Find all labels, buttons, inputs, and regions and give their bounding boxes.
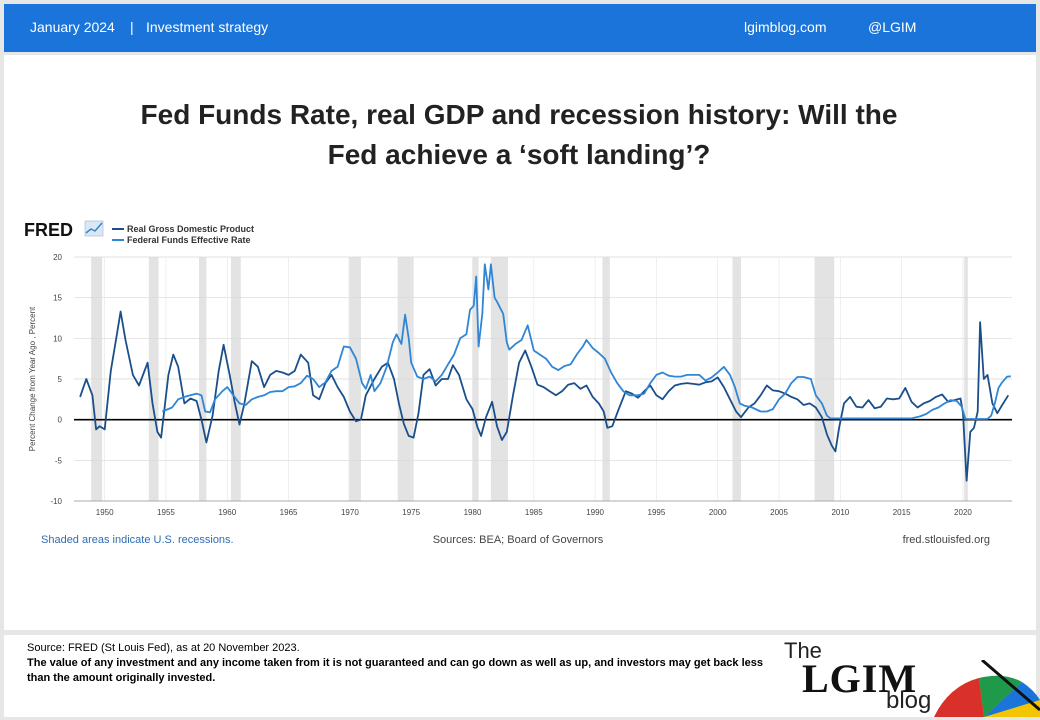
- logo-lgim-text: LGIM: [802, 656, 918, 701]
- source-note: Source: FRED (St Louis Fed), as at 20 No…: [27, 642, 300, 654]
- legend-label-gdp: Real Gross Domestic Product: [127, 224, 254, 234]
- x-tick-label: 1995: [648, 508, 666, 517]
- recession-note: Shaded areas indicate U.S. recessions.: [41, 534, 234, 546]
- x-tick-label: 2000: [709, 508, 727, 517]
- fred-brand-icon: [84, 220, 104, 237]
- x-tick-label: 1950: [96, 508, 114, 517]
- legend-label-ffr: Federal Funds Effective Rate: [127, 235, 251, 245]
- x-tick-label: 2010: [831, 508, 849, 517]
- disclaimer-text: The value of any investment and any inco…: [27, 657, 763, 684]
- slide-title-line2: Fed achieve a ‘soft landing’?: [327, 139, 711, 170]
- y-tick-label: 15: [53, 294, 62, 303]
- fred-url[interactable]: fred.stlouisfed.org: [903, 534, 990, 546]
- y-tick-label: 10: [53, 334, 62, 343]
- y-tick-label: 5: [58, 375, 63, 384]
- x-tick-label: 2020: [954, 508, 972, 517]
- header-category: Investment strategy: [146, 19, 269, 35]
- x-tick-label: 1970: [341, 508, 359, 517]
- header-site-link[interactable]: lgimblog.com: [744, 19, 827, 35]
- slide-title-line1: Fed Funds Rate, real GDP and recession h…: [140, 99, 898, 130]
- header-bar: January 2024 | Investment strategy lgimb…: [4, 4, 1036, 52]
- x-tick-label: 2015: [893, 508, 911, 517]
- x-tick-label: 1990: [586, 508, 604, 517]
- logo-blog-text: blog: [886, 687, 932, 714]
- ffr-series-line: [161, 263, 1011, 420]
- x-tick-label: 1965: [280, 508, 298, 517]
- header-twitter-handle[interactable]: @LGIM: [868, 19, 917, 35]
- chart-gridlines: [74, 256, 1012, 502]
- y-axis-label: Percent Change from Year Ago , Percent: [28, 306, 37, 451]
- y-tick-label: -5: [55, 456, 63, 465]
- x-tick-label: 1975: [402, 508, 420, 517]
- x-tick-label: 2005: [770, 508, 788, 517]
- chart-series: [79, 263, 1011, 482]
- umbrella-logo-icon: [934, 660, 1040, 717]
- slide-panel: Fed Funds Rate, real GDP and recession h…: [4, 55, 1036, 630]
- slide-title: Fed Funds Rate, real GDP and recession h…: [44, 95, 994, 175]
- x-tick-label: 1960: [218, 508, 236, 517]
- gdp-series-line: [79, 310, 1010, 482]
- x-tick-label: 1985: [525, 508, 543, 517]
- chart-axes: -10 -5 0 5 10 15 20 1950 1955 1960 1965 1970 1975 198…: [50, 253, 1012, 517]
- header-separator: |: [130, 19, 134, 35]
- x-tick-label: 1980: [464, 508, 482, 517]
- y-tick-label: 20: [53, 253, 62, 262]
- header-date: January 2024: [30, 19, 115, 35]
- footer-panel: Source: FRED (St Louis Fed), as at 20 No…: [4, 635, 1040, 717]
- fred-brand: FRED: [24, 220, 73, 240]
- logo-the-text: The: [784, 638, 822, 663]
- sources-note: Sources: BEA; Board of Governors: [433, 534, 604, 546]
- y-tick-label: 0: [58, 416, 63, 425]
- x-tick-label: 1955: [157, 508, 175, 517]
- y-tick-label: -10: [50, 497, 62, 506]
